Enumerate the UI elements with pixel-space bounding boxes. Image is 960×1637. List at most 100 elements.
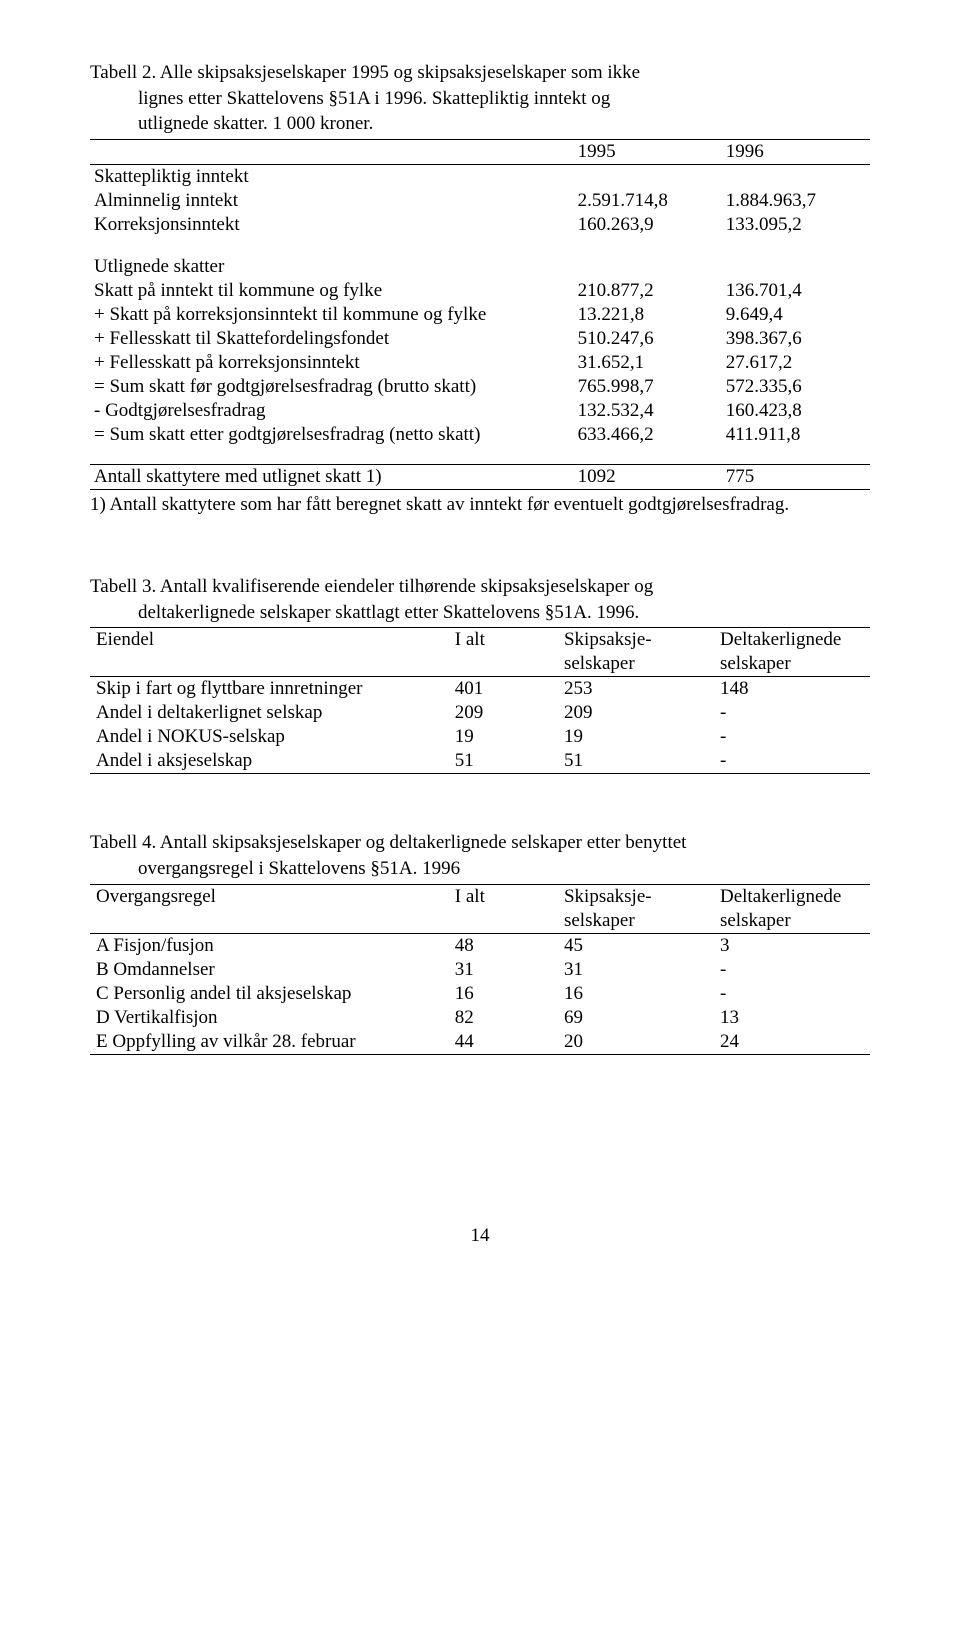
table2-title: Tabell 2. Alle skipsaksjeselskaper 1995 … bbox=[90, 60, 870, 137]
table4-row-c2: 69 bbox=[558, 1006, 714, 1030]
page-number: 14 bbox=[90, 1225, 870, 1247]
table2-row-label: + Fellesskatt på korreksjonsinntekt bbox=[90, 351, 574, 375]
table4-head-c2b: selskaper bbox=[558, 909, 714, 934]
table2-count-v2: 775 bbox=[722, 465, 870, 490]
table4-head-c2a: Skipsaksje- bbox=[558, 884, 714, 909]
table2: 1995 1996 Skattepliktig inntekt Alminnel… bbox=[90, 139, 870, 491]
table2-row-v2: 9.649,4 bbox=[722, 303, 870, 327]
table3-row-c3: - bbox=[714, 725, 870, 749]
table4-row-c1: 44 bbox=[449, 1030, 558, 1055]
table2-count-label: Antall skattytere med utlignet skatt 1) bbox=[90, 465, 574, 490]
table2-row-v1: 132.532,4 bbox=[574, 399, 722, 423]
table3-row-c1: 19 bbox=[449, 725, 558, 749]
table2-year-1995: 1995 bbox=[574, 139, 722, 164]
table4-row-c1: 16 bbox=[449, 982, 558, 1006]
table2-footnote-text: 1) Antall skattytere som har fått beregn… bbox=[90, 494, 789, 515]
table3: Eiendel I alt Skipsaksje- Deltakerligned… bbox=[90, 627, 870, 774]
table4-row-label: E Oppfylling av vilkår 28. februar bbox=[90, 1030, 449, 1055]
table3-head-c2b: selskaper bbox=[558, 652, 714, 677]
table3-row-c2: 19 bbox=[558, 725, 714, 749]
table4: Overgangsregel I alt Skipsaksje- Deltake… bbox=[90, 884, 870, 1055]
table4-title-l2: overgangsregel i Skattelovens §51A. 1996 bbox=[90, 856, 460, 882]
table2-row-v1: 160.263,9 bbox=[574, 213, 722, 237]
table2-row-v1: 510.247,6 bbox=[574, 327, 722, 351]
table4-title-l1: Tabell 4. Antall skipsaksjeselskaper og … bbox=[90, 832, 686, 853]
table4-row-c3: - bbox=[714, 958, 870, 982]
table3-row-c3: 148 bbox=[714, 677, 870, 702]
table2-blank-head bbox=[90, 139, 574, 164]
table2-row-v1: 13.221,8 bbox=[574, 303, 722, 327]
table2-row-v2: 27.617,2 bbox=[722, 351, 870, 375]
table2-row-label: Korreksjonsinntekt bbox=[90, 213, 574, 237]
table4-row-c3: 3 bbox=[714, 933, 870, 958]
table2-title-l3: utlignede skatter. 1 000 kroner. bbox=[90, 111, 373, 137]
table3-row-c1: 209 bbox=[449, 701, 558, 725]
table3-row-c3: - bbox=[714, 749, 870, 774]
table3-head-c3a: Deltakerlignede bbox=[714, 628, 870, 653]
table4-row-c1: 31 bbox=[449, 958, 558, 982]
table2-title-l1: Tabell 2. Alle skipsaksjeselskaper 1995 … bbox=[90, 62, 640, 83]
table2-row-label: + Fellesskatt til Skattefordelingsfondet bbox=[90, 327, 574, 351]
table4-row-c2: 45 bbox=[558, 933, 714, 958]
table2-row-v1: 633.466,2 bbox=[574, 423, 722, 447]
table4-row-c3: - bbox=[714, 982, 870, 1006]
table2-sec2-heading: Utlignede skatter bbox=[90, 255, 574, 279]
table2-row-v2: 398.367,6 bbox=[722, 327, 870, 351]
table4-row-c1: 82 bbox=[449, 1006, 558, 1030]
table4-row-label: C Personlig andel til aksjeselskap bbox=[90, 982, 449, 1006]
table2-row-v2: 1.884.963,7 bbox=[722, 189, 870, 213]
table4-head-c1: I alt bbox=[449, 884, 558, 909]
table3-row-c2: 209 bbox=[558, 701, 714, 725]
table2-row-v2: 411.911,8 bbox=[722, 423, 870, 447]
table2-row-label: Alminnelig inntekt bbox=[90, 189, 574, 213]
table4-row-label: A Fisjon/fusjon bbox=[90, 933, 449, 958]
table2-row-label: Skatt på inntekt til kommune og fylke bbox=[90, 279, 574, 303]
table2-row-v2: 136.701,4 bbox=[722, 279, 870, 303]
table2-container: Tabell 2. Alle skipsaksjeselskaper 1995 … bbox=[90, 60, 870, 518]
table2-title-l2: lignes etter Skattelovens §51A i 1996. S… bbox=[90, 86, 610, 112]
table4-row-label: D Vertikalfisjon bbox=[90, 1006, 449, 1030]
table3-row-label: Andel i deltakerlignet selskap bbox=[90, 701, 449, 725]
table2-row-v1: 210.877,2 bbox=[574, 279, 722, 303]
table4-row-c3: 13 bbox=[714, 1006, 870, 1030]
table4-row-c2: 20 bbox=[558, 1030, 714, 1055]
table3-container: Tabell 3. Antall kvalifiserende eiendele… bbox=[90, 574, 870, 774]
table2-count-v1: 1092 bbox=[574, 465, 722, 490]
table4-row-label: B Omdannelser bbox=[90, 958, 449, 982]
table4-row-c2: 31 bbox=[558, 958, 714, 982]
table3-head-c3b: selskaper bbox=[714, 652, 870, 677]
table3-row-c2: 51 bbox=[558, 749, 714, 774]
table2-row-v2: 133.095,2 bbox=[722, 213, 870, 237]
table2-row-label: = Sum skatt etter godtgjørelsesfradrag (… bbox=[90, 423, 574, 447]
table4-head-c3b: selskaper bbox=[714, 909, 870, 934]
table2-sec1-heading: Skattepliktig inntekt bbox=[90, 164, 574, 189]
table3-row-c1: 401 bbox=[449, 677, 558, 702]
table3-row-c2: 253 bbox=[558, 677, 714, 702]
table4-head-c0: Overgangsregel bbox=[90, 884, 449, 909]
table3-title-l1: Tabell 3. Antall kvalifiserende eiendele… bbox=[90, 576, 653, 597]
table3-row-label: Andel i aksjeselskap bbox=[90, 749, 449, 774]
table2-row-v2: 572.335,6 bbox=[722, 375, 870, 399]
table2-row-label: - Godtgjørelsesfradrag bbox=[90, 399, 574, 423]
table4-head-c3a: Deltakerlignede bbox=[714, 884, 870, 909]
table4-row-c3: 24 bbox=[714, 1030, 870, 1055]
table4-container: Tabell 4. Antall skipsaksjeselskaper og … bbox=[90, 830, 870, 1054]
table2-footnote: 1) Antall skattytere som har fått beregn… bbox=[90, 492, 870, 518]
table3-title-l2: deltakerlignede selskaper skattlagt ette… bbox=[90, 600, 639, 626]
table4-title: Tabell 4. Antall skipsaksjeselskaper og … bbox=[90, 830, 870, 881]
table2-row-v1: 765.998,7 bbox=[574, 375, 722, 399]
table3-head-c2a: Skipsaksje- bbox=[558, 628, 714, 653]
table3-row-label: Andel i NOKUS-selskap bbox=[90, 725, 449, 749]
table2-row-label: + Skatt på korreksjonsinntekt til kommun… bbox=[90, 303, 574, 327]
table3-row-label: Skip i fart og flyttbare innretninger bbox=[90, 677, 449, 702]
table3-row-c3: - bbox=[714, 701, 870, 725]
table2-year-1996: 1996 bbox=[722, 139, 870, 164]
table2-row-v1: 31.652,1 bbox=[574, 351, 722, 375]
table4-row-c2: 16 bbox=[558, 982, 714, 1006]
table2-row-label: = Sum skatt før godtgjørelsesfradrag (br… bbox=[90, 375, 574, 399]
table3-title: Tabell 3. Antall kvalifiserende eiendele… bbox=[90, 574, 870, 625]
table3-head-ialt: I alt bbox=[449, 628, 558, 653]
table2-row-v1: 2.591.714,8 bbox=[574, 189, 722, 213]
table4-row-c1: 48 bbox=[449, 933, 558, 958]
table3-row-c1: 51 bbox=[449, 749, 558, 774]
